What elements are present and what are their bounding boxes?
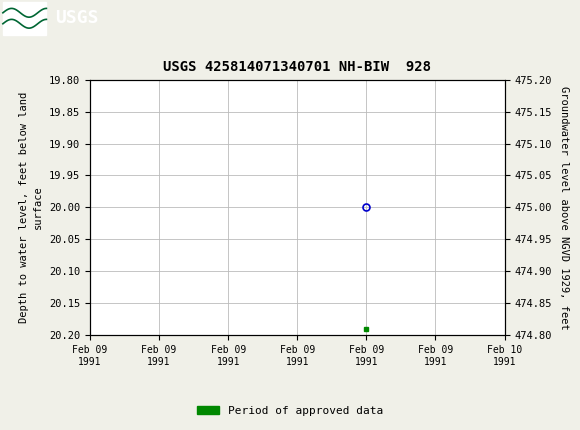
Text: USGS: USGS	[55, 9, 99, 27]
Bar	[3, 2, 46, 35]
Y-axis label: Depth to water level, feet below land
surface: Depth to water level, feet below land su…	[19, 92, 44, 323]
Y-axis label: Groundwater level above NGVD 1929, feet: Groundwater level above NGVD 1929, feet	[559, 86, 569, 329]
Title: USGS 425814071340701 NH-BIW  928: USGS 425814071340701 NH-BIW 928	[163, 60, 432, 74]
Legend: Period of approved data: Period of approved data	[193, 401, 387, 420]
